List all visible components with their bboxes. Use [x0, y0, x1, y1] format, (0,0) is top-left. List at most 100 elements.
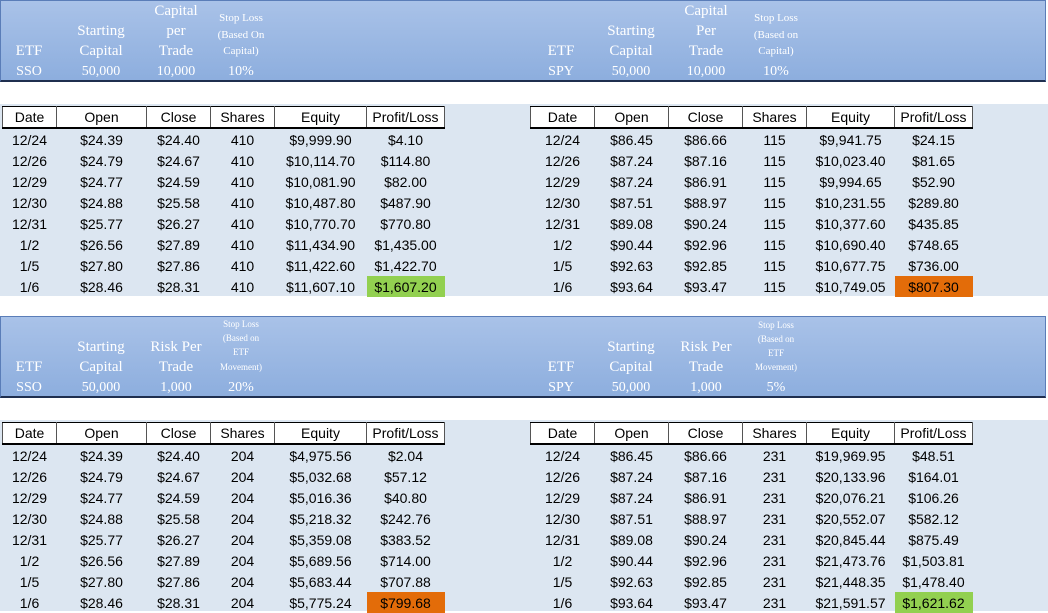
equity-cell: $9,999.90 [289, 131, 352, 148]
stop-loss-label-line4: Movement) [755, 362, 797, 372]
profit-loss-cell: $1,621.62 [894, 592, 973, 613]
open-cell: $87.24 [610, 152, 653, 169]
close-cell: $86.91 [684, 489, 727, 506]
settings-band-2: ETF SSO Starting Capital 50,000 Risk Per… [0, 316, 1046, 398]
open-cell: $92.63 [610, 257, 653, 274]
shares-cell: 115 [763, 257, 786, 274]
equity-cell: $11,434.90 [285, 236, 356, 253]
table-row: 12/29 $24.77 $24.59 410 $10,081.90 $82.00 [3, 171, 445, 192]
date-cell: 12/24 [11, 447, 48, 464]
date-cell: 1/6 [552, 278, 573, 295]
shares-cell: 115 [763, 194, 786, 211]
close-cell: $27.89 [157, 236, 200, 253]
starting-value: 50,000 [81, 380, 121, 395]
stop-loss-label-line4: Movement) [220, 362, 262, 372]
starting-label-line2: Capital [609, 43, 653, 59]
header-row: Date Open Close Shares Equity Profit/Loss [530, 106, 973, 129]
shares-cell: 204 [230, 573, 255, 590]
date-cell: 12/29 [11, 489, 48, 506]
starting-label-line2: Capital [609, 359, 653, 375]
close-cell: $93.47 [684, 278, 727, 295]
column-header: Equity [274, 106, 367, 129]
etf-value: SPY [548, 64, 574, 79]
equity-cell: $10,023.40 [815, 152, 886, 169]
equity-cell: $20,552.07 [815, 510, 886, 527]
open-cell: $93.64 [610, 278, 653, 295]
profit-loss-cell: $81.65 [912, 152, 955, 169]
shares-cell: 231 [762, 594, 787, 611]
stop-loss-label-line1: Stop Loss [223, 319, 259, 329]
capital-label-line3: Trade [688, 43, 724, 59]
profit-loss-cell: $114.80 [380, 152, 431, 169]
profit-loss-cell: $40.80 [384, 489, 427, 506]
equity-cell: $10,081.90 [285, 173, 356, 190]
close-cell: $24.67 [157, 152, 200, 169]
close-cell: $24.59 [157, 173, 200, 190]
results-panel-1: Date Open Close Shares Equity Profit/Loss 12/2… [0, 104, 1048, 297]
capital-label-line2: per [166, 23, 186, 39]
open-cell: $90.44 [610, 236, 653, 253]
column-header: Shares [742, 106, 807, 129]
date-cell: 1/2 [552, 552, 573, 569]
profit-loss-cell: $435.85 [908, 215, 959, 232]
stop-loss-label-line3: Capital) [758, 45, 794, 57]
equity-cell: $5,218.32 [289, 510, 352, 527]
close-cell: $90.24 [684, 215, 727, 232]
date-cell: 12/29 [544, 173, 581, 190]
equity-cell: $21,591.57 [815, 594, 886, 611]
capital-label-line2: Per [696, 23, 716, 39]
profit-loss-cell: $24.15 [912, 131, 955, 148]
column-header: Date [2, 422, 57, 445]
equity-cell: $11,422.60 [285, 257, 356, 274]
column-header: Open [56, 422, 147, 445]
equity-cell: $5,359.08 [289, 531, 352, 548]
etf-label: ETF [547, 359, 575, 375]
equity-cell: $9,994.65 [819, 173, 882, 190]
profit-loss-cell: $1,478.40 [902, 573, 965, 590]
date-cell: 12/31 [11, 531, 48, 548]
table-row: 1/2 $26.56 $27.89 410 $11,434.90 $1,435.00 [3, 234, 445, 255]
equity-cell: $10,770.70 [285, 215, 356, 232]
table-row: 1/6 $28.46 $28.31 410 $11,607.10 $1,607.20 [3, 276, 445, 297]
close-cell: $88.97 [684, 510, 727, 527]
etf-label: ETF [15, 359, 43, 375]
equity-cell: $21,473.76 [815, 552, 886, 569]
results-table-spy: Date Open Close Shares Equity Profit/Loss 12/2… [530, 106, 973, 297]
etf-value: SPY [548, 380, 574, 395]
column-header: Open [594, 106, 669, 129]
table-row: 1/5 $27.80 $27.86 410 $11,422.60 $1,422.70 [3, 255, 445, 276]
date-cell: 1/5 [19, 573, 40, 590]
close-cell: $92.96 [684, 552, 727, 569]
equity-cell: $5,689.56 [289, 552, 352, 569]
date-cell: 12/31 [11, 215, 48, 232]
starting-label-line2: Capital [79, 43, 123, 59]
table-row: 12/26 $87.24 $87.16 231 $20,133.96 $164.01 [531, 466, 973, 487]
close-cell: $92.96 [684, 236, 727, 253]
equity-cell: $5,016.36 [289, 489, 352, 506]
equity-cell: $21,448.35 [815, 573, 886, 590]
table-row: 12/31 $89.08 $90.24 231 $20,845.44 $875.49 [531, 529, 973, 550]
profit-loss-cell: $714.00 [380, 552, 431, 569]
close-cell: $28.31 [157, 278, 200, 295]
open-cell: $26.56 [80, 552, 123, 569]
profit-loss-cell: $82.00 [384, 173, 427, 190]
risk-label-line1: Risk Per [680, 339, 732, 355]
shares-cell: 204 [230, 594, 255, 611]
column-header: Date [530, 422, 595, 445]
shares-cell: 231 [762, 468, 787, 485]
shares-cell: 231 [762, 489, 787, 506]
open-cell: $24.79 [80, 468, 123, 485]
close-cell: $86.66 [684, 131, 727, 148]
equity-cell: $5,775.24 [289, 594, 352, 611]
stop-loss-label-line2: (Based On [217, 29, 265, 41]
table-row: 1/6 $93.64 $93.47 231 $21,591.57 $1,621.62 [531, 592, 973, 613]
profit-loss-cell: $242.76 [380, 510, 431, 527]
open-cell: $87.24 [610, 173, 653, 190]
risk-value: 1,000 [690, 380, 722, 395]
table-row: 12/30 $87.51 $88.97 115 $10,231.55 $289.80 [531, 192, 973, 213]
column-header: Shares [742, 422, 807, 445]
column-header: Equity [806, 422, 895, 445]
close-cell: $93.47 [684, 594, 727, 611]
equity-cell: $5,032.68 [289, 468, 352, 485]
profit-loss-cell: $289.80 [908, 194, 959, 211]
